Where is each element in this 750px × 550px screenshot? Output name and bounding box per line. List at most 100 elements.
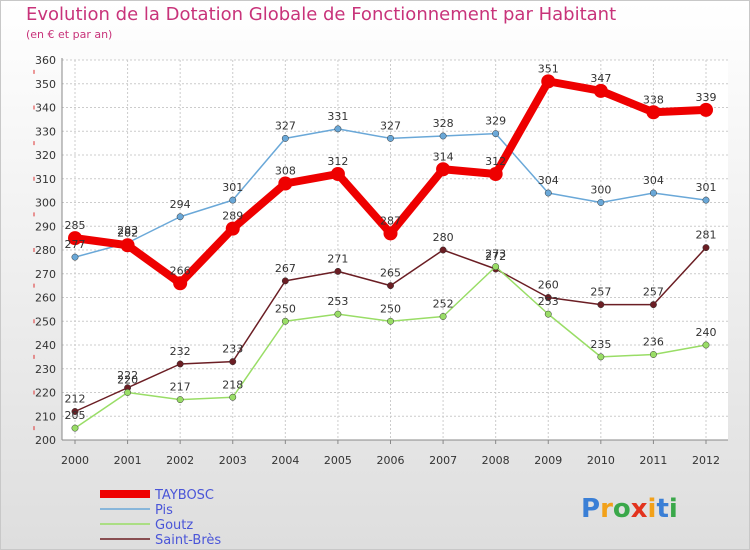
data-point <box>334 267 342 275</box>
data-point <box>387 134 394 142</box>
legend-label: Saint-Brès <box>155 533 221 548</box>
data-point <box>71 424 79 432</box>
data-label: 253 <box>538 295 559 308</box>
data-point <box>387 282 394 290</box>
data-point <box>439 246 447 254</box>
data-label: 266 <box>170 264 191 277</box>
x-tick-label: 2003 <box>219 454 247 467</box>
data-label: 338 <box>643 93 664 106</box>
logo-letter: i <box>648 494 657 524</box>
series-taybosc <box>68 74 713 291</box>
data-label: 285 <box>65 219 86 232</box>
data-point <box>330 167 345 181</box>
data-label: 304 <box>538 174 559 187</box>
x-tick-label: 2005 <box>324 454 352 467</box>
axes: 200 210 220 230 240 250 260 270 280 290 300 310 320 3… <box>33 54 728 467</box>
x-tick-label: 2001 <box>114 454 142 467</box>
data-label: 312 <box>485 155 506 168</box>
data-point <box>124 389 132 396</box>
x-tick-label: 2007 <box>429 454 457 467</box>
data-point <box>281 317 289 325</box>
y-tick-label: 360 <box>35 54 56 67</box>
data-point <box>702 244 710 252</box>
logo-letter: P <box>581 494 600 524</box>
logo-letter: x <box>631 494 648 524</box>
y-tick-label: 310 <box>35 173 56 186</box>
data-point <box>597 353 605 361</box>
data-point <box>225 221 240 236</box>
data-point <box>544 189 552 197</box>
logo-letter: t <box>656 494 668 524</box>
data-point <box>699 102 713 117</box>
data-label: 257 <box>590 286 611 299</box>
series-layer <box>68 74 713 432</box>
data-label: 260 <box>538 279 559 292</box>
data-point <box>488 167 503 181</box>
data-label: 220 <box>117 374 138 387</box>
y-tick-label: 340 <box>35 102 56 115</box>
logo-letter: i <box>669 494 678 524</box>
data-point <box>649 189 657 197</box>
data-label: 272 <box>485 250 506 263</box>
data-label: 304 <box>643 174 664 187</box>
x-tick-label: 2012 <box>692 454 720 467</box>
series-goutz <box>71 263 710 432</box>
data-label: 331 <box>327 110 348 123</box>
data-point <box>593 83 608 98</box>
data-point <box>436 162 451 177</box>
x-tick-label: 2009 <box>534 454 562 467</box>
y-tick-label: 220 <box>35 387 56 400</box>
data-point <box>229 358 237 366</box>
data-label: 271 <box>327 252 348 265</box>
data-point <box>68 231 82 246</box>
y-tick-label: 260 <box>35 292 56 305</box>
data-label: 281 <box>696 229 717 242</box>
y-tick-label: 200 <box>35 434 56 447</box>
data-point <box>597 301 605 309</box>
logo-letter: o <box>613 494 631 524</box>
x-tick-label: 2006 <box>377 454 405 467</box>
y-tick-label: 270 <box>35 268 56 281</box>
data-point <box>176 360 184 368</box>
data-label: 218 <box>222 378 243 391</box>
data-label: 301 <box>696 181 717 194</box>
proxiti-logo: Proxiti <box>581 494 678 524</box>
data-point <box>229 196 237 204</box>
data-point <box>649 301 657 309</box>
data-label: 277 <box>65 238 86 251</box>
data-point <box>492 263 500 271</box>
data-point <box>439 132 447 140</box>
data-labels: 212 222 232 233 267 271 265 280 272 260 257 257 281 2… <box>65 62 717 422</box>
data-label: 232 <box>170 345 191 358</box>
data-point <box>383 226 398 241</box>
data-point <box>387 317 394 325</box>
y-tick-label: 300 <box>35 197 56 210</box>
data-label: 250 <box>275 302 296 315</box>
data-point <box>439 313 447 320</box>
data-label: 314 <box>433 150 454 163</box>
data-label: 252 <box>433 298 454 311</box>
data-point <box>278 176 293 191</box>
y-tick-label: 230 <box>35 363 56 376</box>
y-tick-label: 240 <box>35 339 56 352</box>
data-point <box>229 393 237 401</box>
data-point <box>541 74 556 89</box>
legend-label: Goutz <box>155 518 193 533</box>
data-label: 312 <box>327 155 348 168</box>
data-label: 351 <box>538 62 559 75</box>
x-tick-label: 2004 <box>271 454 299 467</box>
data-point <box>334 125 342 133</box>
data-label: 329 <box>485 115 506 128</box>
data-point <box>544 294 552 301</box>
data-label: 253 <box>327 295 348 308</box>
data-label: 233 <box>222 343 243 356</box>
data-label: 339 <box>696 91 717 104</box>
y-tick-label: 350 <box>35 78 56 91</box>
data-label: 265 <box>380 267 401 280</box>
y-tick-label: 210 <box>35 410 56 423</box>
data-point <box>71 408 79 415</box>
data-label: 327 <box>275 119 296 132</box>
data-point <box>176 213 184 221</box>
